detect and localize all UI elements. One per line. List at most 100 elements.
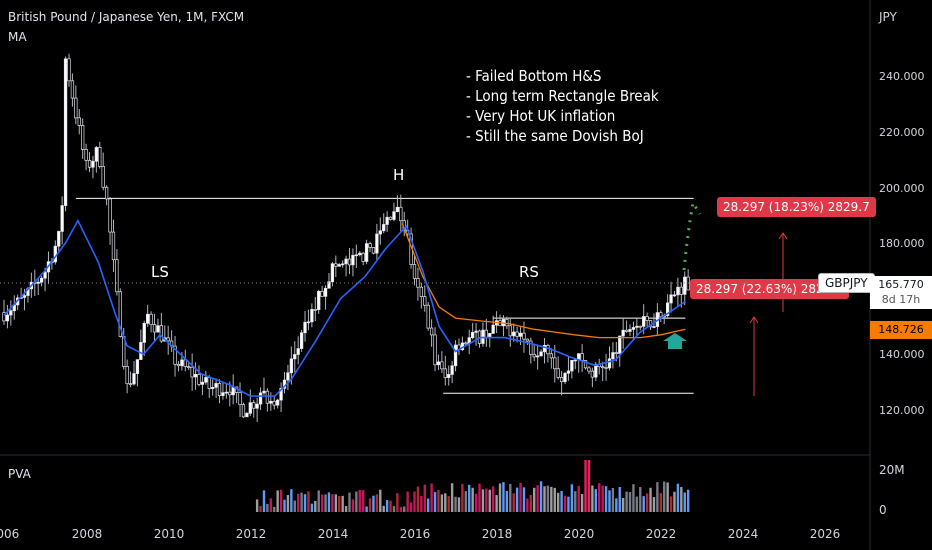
volume-bar xyxy=(485,488,488,512)
volume-bar xyxy=(392,506,396,512)
volume-bar xyxy=(491,486,495,512)
candle-body xyxy=(238,392,242,405)
candle-body xyxy=(330,263,335,283)
candle-body xyxy=(265,390,270,404)
candle-body xyxy=(645,316,649,321)
volume-bar xyxy=(666,482,669,512)
volume-bar xyxy=(426,498,430,512)
candle-body xyxy=(303,321,307,334)
candle-body xyxy=(392,211,396,220)
measure-tag-upper[interactable]: 28.297 (18.23%) 2829.7 xyxy=(717,197,876,217)
x-tick: 2008 xyxy=(71,527,103,541)
volume-bar xyxy=(498,483,502,512)
volume-bar xyxy=(413,491,416,512)
x-tick: 2020 xyxy=(563,527,595,541)
volume-bar xyxy=(368,498,372,512)
symbol-tag[interactable]: GBPJPY xyxy=(818,273,875,293)
volume-bar xyxy=(556,492,560,512)
volume-bar xyxy=(543,486,546,512)
label-head: H xyxy=(393,166,405,184)
volume-bar xyxy=(604,486,608,512)
candle-body xyxy=(573,359,577,362)
volume-bar xyxy=(444,493,447,512)
candle-body xyxy=(101,166,105,188)
ma-price-box: 148.726 xyxy=(870,321,932,339)
candle-body xyxy=(515,331,519,337)
volume-bar xyxy=(385,500,389,512)
candle-body xyxy=(39,277,44,283)
candle-body xyxy=(81,125,85,150)
volume-bar xyxy=(680,487,683,512)
candle-body xyxy=(77,117,81,126)
volume-bar xyxy=(423,484,426,512)
volume-bar xyxy=(618,486,621,512)
candle-body xyxy=(570,360,574,372)
measure-arrow-lower-head xyxy=(749,316,759,324)
candle-body xyxy=(522,332,526,340)
candle-body xyxy=(94,147,99,162)
candle-body xyxy=(368,243,372,248)
candle-body xyxy=(152,324,157,333)
volume-bar xyxy=(327,492,331,512)
candle-body xyxy=(546,344,550,355)
candle-body xyxy=(128,383,133,386)
candle-body xyxy=(535,355,540,358)
candle-body xyxy=(258,392,263,405)
x-tick: 2022 xyxy=(645,527,677,541)
volume-bar xyxy=(474,493,478,512)
candle-body xyxy=(642,316,646,327)
candle-body xyxy=(505,319,509,327)
x-tick: 2014 xyxy=(317,527,349,541)
candle-body xyxy=(556,368,560,378)
candle-body xyxy=(67,58,71,82)
note-line: - Failed Bottom H&S xyxy=(466,67,602,85)
volume-bar xyxy=(553,487,556,512)
candle-body xyxy=(299,332,304,349)
y-tick: 120.000 xyxy=(879,404,925,417)
candle-body xyxy=(262,390,266,394)
candle-body xyxy=(60,205,64,232)
candle-body xyxy=(193,374,198,378)
volume-bar xyxy=(389,500,392,512)
candle-body xyxy=(583,360,588,369)
candle-body xyxy=(108,198,112,233)
volume-bar xyxy=(522,487,526,512)
volume-bar xyxy=(361,490,365,512)
volume-bar xyxy=(283,499,286,512)
volume-bar xyxy=(420,496,423,512)
candle-body xyxy=(508,325,512,337)
candle-body xyxy=(518,332,523,337)
candle-body xyxy=(317,291,321,310)
x-tick: 2018 xyxy=(481,527,513,541)
candle-body xyxy=(224,391,229,394)
candle-body xyxy=(279,388,283,401)
x-tick: 2010 xyxy=(153,527,185,541)
candle-body xyxy=(474,330,478,333)
volume-bar xyxy=(656,482,659,512)
candle-body xyxy=(423,296,427,306)
candle-body xyxy=(590,370,595,378)
measure-tag-lower[interactable]: 28.297 (22.63%) 2829.7 xyxy=(690,279,849,299)
volume-bar xyxy=(406,491,409,512)
candle-body xyxy=(529,340,533,355)
candle-body xyxy=(443,368,447,378)
candle-body xyxy=(566,370,571,374)
candle-body xyxy=(173,345,177,365)
candle-body xyxy=(488,333,492,338)
volume-bar xyxy=(303,494,307,512)
volume-bar xyxy=(550,486,553,512)
volume-bar xyxy=(338,495,341,512)
candle-body xyxy=(426,304,430,329)
volume-bar xyxy=(409,502,413,512)
volume-bar xyxy=(478,483,481,512)
volume-bar xyxy=(481,489,485,512)
candle-body xyxy=(539,351,543,357)
candle-body xyxy=(245,412,249,418)
candle-body xyxy=(43,271,47,279)
volume-bar xyxy=(539,481,543,512)
projection-dotted-path xyxy=(682,198,702,271)
volume-bar xyxy=(437,490,440,512)
volume-tick: 0 xyxy=(879,503,887,517)
volume-bar xyxy=(611,487,615,512)
candle-body xyxy=(344,258,348,265)
